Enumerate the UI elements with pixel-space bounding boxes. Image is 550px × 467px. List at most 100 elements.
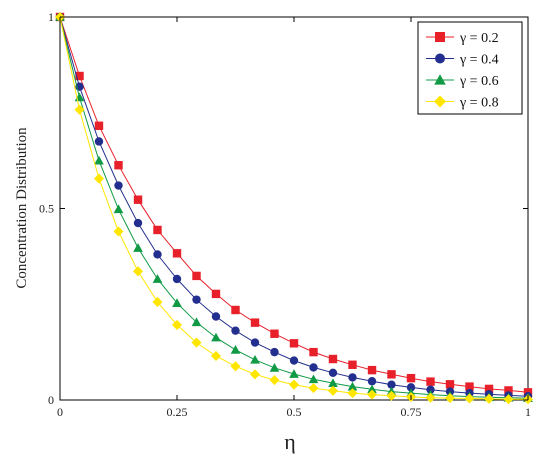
legend-label: γ = 0.4 bbox=[459, 53, 499, 68]
data-point bbox=[114, 161, 123, 170]
data-point bbox=[289, 369, 299, 378]
x-axis-ticks: 0 0.25 0.5 0.75 1 bbox=[57, 17, 531, 419]
data-point bbox=[425, 392, 436, 403]
data-point bbox=[231, 326, 240, 335]
data-point bbox=[250, 338, 260, 347]
series-square bbox=[55, 12, 533, 397]
data-point bbox=[153, 250, 162, 259]
data-point bbox=[132, 266, 144, 277]
data-point bbox=[308, 374, 319, 384]
y-tick-label: 0.5 bbox=[39, 202, 54, 216]
data-point bbox=[347, 381, 358, 391]
data-point bbox=[367, 384, 377, 394]
data-point bbox=[210, 350, 222, 361]
data-point bbox=[74, 104, 85, 115]
data-point bbox=[435, 32, 445, 42]
legend-entry: γ = 0.6 bbox=[426, 74, 499, 89]
plot-area bbox=[54, 11, 534, 405]
x-tick-label: 0.5 bbox=[287, 405, 302, 419]
data-point bbox=[386, 390, 397, 401]
data-point bbox=[172, 249, 182, 258]
data-point bbox=[484, 384, 494, 394]
data-point bbox=[445, 380, 455, 389]
data-point bbox=[133, 218, 143, 228]
data-point bbox=[270, 329, 279, 338]
data-point bbox=[153, 225, 162, 235]
data-point bbox=[250, 354, 260, 364]
data-point bbox=[348, 360, 357, 369]
data-point bbox=[269, 362, 280, 372]
data-point bbox=[192, 295, 201, 304]
data-point bbox=[406, 373, 416, 383]
data-point bbox=[113, 226, 124, 237]
data-point bbox=[94, 155, 104, 165]
data-point bbox=[347, 388, 358, 399]
data-point bbox=[152, 274, 163, 283]
data-point bbox=[435, 53, 445, 64]
data-point bbox=[93, 173, 105, 184]
data-point bbox=[309, 347, 318, 357]
data-point bbox=[465, 382, 474, 391]
y-axis-ticks: 00.51 bbox=[39, 10, 528, 407]
data-point bbox=[426, 385, 435, 394]
data-point bbox=[211, 332, 221, 342]
data-point bbox=[328, 378, 338, 388]
data-point bbox=[387, 370, 396, 379]
data-point bbox=[406, 383, 416, 392]
data-point bbox=[444, 393, 456, 404]
data-point bbox=[366, 389, 378, 400]
data-point bbox=[309, 363, 318, 372]
data-point bbox=[192, 271, 201, 281]
data-point bbox=[94, 137, 104, 146]
y-tick-label: 1 bbox=[48, 10, 54, 24]
legend: γ = 0.2 γ = 0.4 γ = 0.6 γ = 0.8 bbox=[417, 21, 523, 115]
data-point bbox=[191, 337, 202, 348]
data-point bbox=[308, 383, 319, 394]
data-point bbox=[328, 354, 338, 364]
data-point bbox=[94, 121, 104, 130]
data-point bbox=[348, 373, 357, 382]
data-point bbox=[114, 181, 123, 190]
y-tick-label: 0 bbox=[48, 393, 54, 407]
data-point bbox=[328, 368, 338, 378]
data-point bbox=[231, 305, 240, 315]
data-point bbox=[171, 319, 183, 330]
data-point bbox=[434, 74, 446, 85]
legend-label: γ = 0.2 bbox=[459, 31, 499, 46]
data-point bbox=[75, 71, 84, 81]
data-point bbox=[327, 385, 339, 396]
data-point bbox=[133, 243, 143, 252]
data-point bbox=[464, 393, 475, 404]
x-tick-label: 0.75 bbox=[401, 405, 422, 419]
data-point bbox=[367, 365, 377, 375]
data-point bbox=[249, 369, 261, 380]
data-point bbox=[387, 380, 396, 389]
legend-entry: γ = 0.4 bbox=[426, 53, 499, 68]
x-tick-label: 0 bbox=[57, 405, 63, 419]
data-point bbox=[211, 312, 221, 321]
data-point bbox=[230, 361, 241, 372]
data-point bbox=[172, 298, 182, 307]
legend-label: γ = 0.6 bbox=[459, 74, 499, 89]
data-point bbox=[172, 274, 182, 284]
data-point bbox=[434, 95, 446, 108]
data-point bbox=[250, 318, 260, 327]
data-point bbox=[152, 296, 163, 307]
data-point bbox=[289, 339, 299, 348]
data-point bbox=[113, 204, 124, 214]
data-point bbox=[269, 375, 280, 386]
data-point bbox=[483, 393, 495, 404]
series-diamond bbox=[54, 11, 534, 405]
data-point bbox=[211, 289, 221, 299]
legend-entry: γ = 0.2 bbox=[426, 31, 499, 46]
data-point bbox=[504, 386, 513, 395]
data-point bbox=[367, 377, 377, 386]
data-point bbox=[133, 195, 143, 204]
y-axis-label: Concentration Distribution bbox=[14, 127, 30, 289]
data-point bbox=[288, 379, 300, 390]
x-tick-label: 0.25 bbox=[167, 405, 188, 419]
data-point bbox=[426, 377, 435, 386]
data-point bbox=[289, 356, 299, 365]
data-point bbox=[230, 344, 241, 354]
